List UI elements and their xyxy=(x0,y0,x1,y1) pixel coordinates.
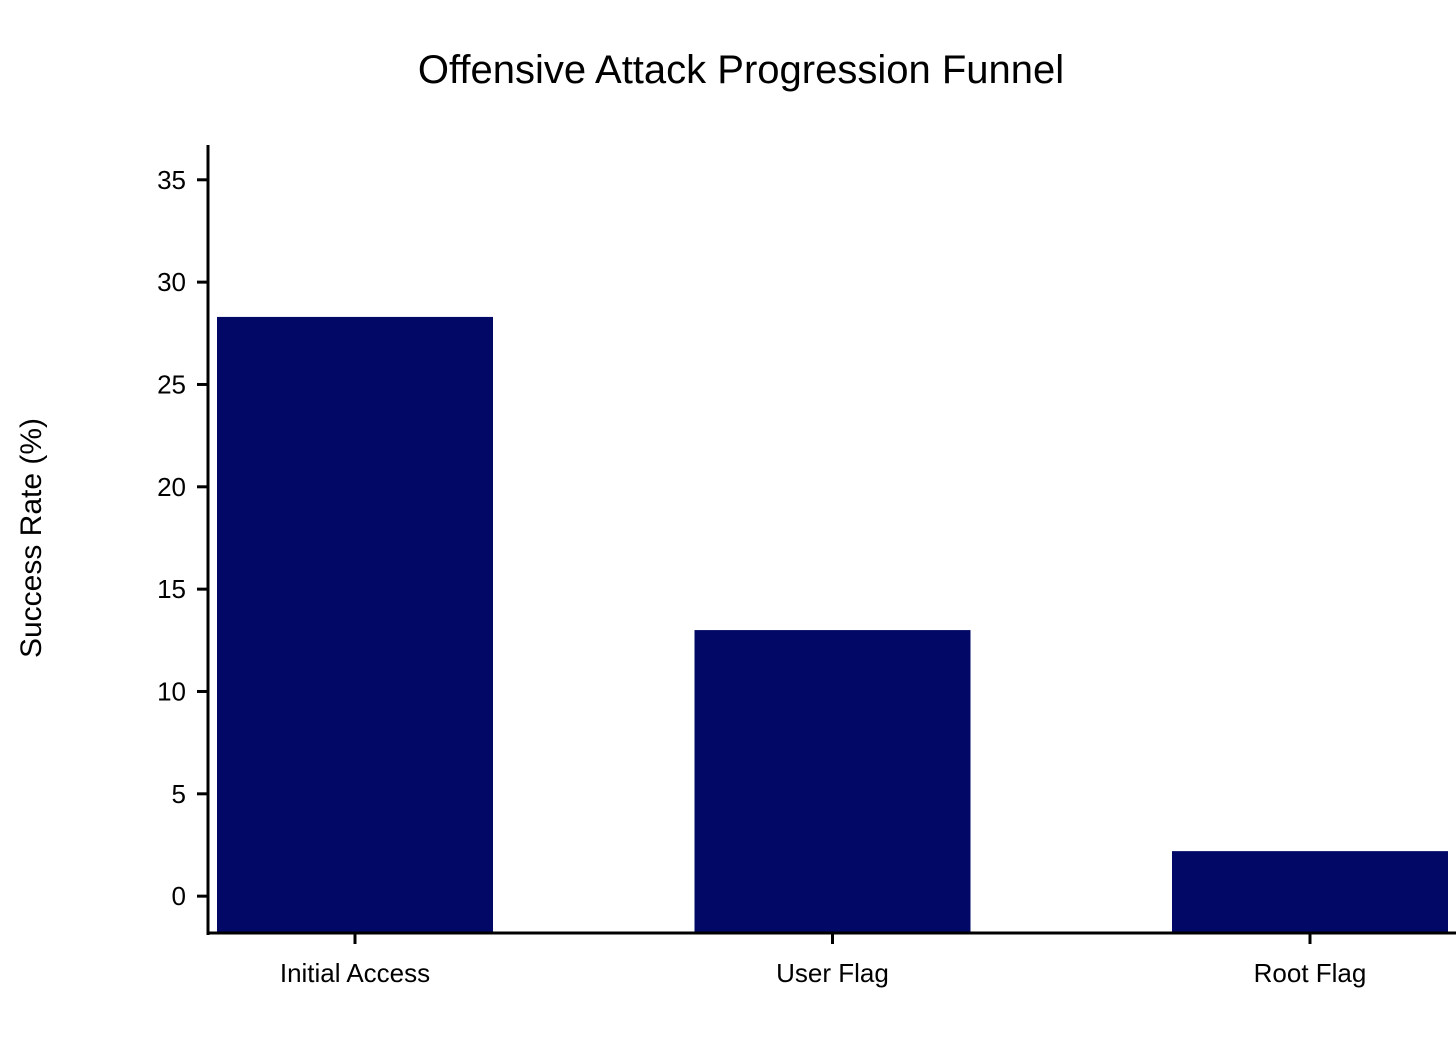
x-tick-label: Initial Access xyxy=(280,958,430,988)
y-axis-ticks: 0 5 10 15 20 25 30 35 xyxy=(157,165,208,911)
y-tick-label: 15 xyxy=(157,574,186,604)
x-axis-ticks: Initial Access User Flag Root Flag xyxy=(280,933,1367,988)
y-axis-label: Success Rate (%) xyxy=(15,418,48,658)
y-tick-label: 5 xyxy=(172,779,186,809)
bars-group xyxy=(217,316,1448,934)
y-tick-label: 25 xyxy=(157,369,186,399)
y-tick-label: 20 xyxy=(157,472,186,502)
x-tick-label: User Flag xyxy=(776,958,889,988)
y-tick-label: 10 xyxy=(157,676,186,706)
chart-title: Offensive Attack Progression Funnel xyxy=(418,48,1064,92)
y-tick-label: 35 xyxy=(157,165,186,195)
x-tick-label: Root Flag xyxy=(1254,958,1367,988)
bar-user-flag xyxy=(694,630,971,933)
y-tick-label: 30 xyxy=(157,267,186,297)
bar-initial-access xyxy=(217,316,493,934)
bar-root-flag xyxy=(1172,851,1448,933)
y-tick-label: 0 xyxy=(172,881,186,911)
